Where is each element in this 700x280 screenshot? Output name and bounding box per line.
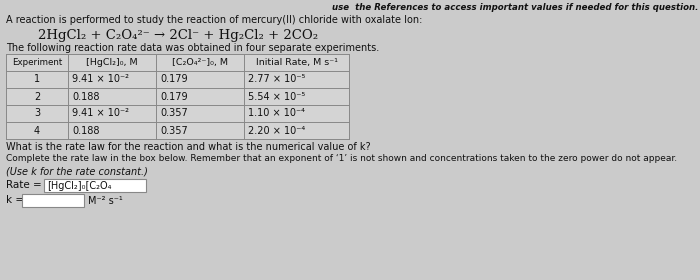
Text: 9.41 × 10⁻²: 9.41 × 10⁻² <box>72 109 129 118</box>
Text: 0.188: 0.188 <box>72 92 99 102</box>
Text: use  the References to access important values if needed for this question.: use the References to access important v… <box>332 3 698 12</box>
Text: [C₂O₄²⁻]₀, M: [C₂O₄²⁻]₀, M <box>172 58 228 67</box>
Text: 0.179: 0.179 <box>160 92 188 102</box>
Bar <box>22 194 84 207</box>
Text: (Use k for the rate constant.): (Use k for the rate constant.) <box>6 166 148 176</box>
Text: Complete the rate law in the box below. Remember that an exponent of ‘1’ is not : Complete the rate law in the box below. … <box>6 154 677 163</box>
Text: k =: k = <box>6 195 24 205</box>
Text: 0.179: 0.179 <box>160 74 188 85</box>
Text: 0.188: 0.188 <box>72 125 99 136</box>
Text: 0.357: 0.357 <box>160 109 188 118</box>
Text: 2.20 × 10⁻⁴: 2.20 × 10⁻⁴ <box>248 125 305 136</box>
Text: Experiment: Experiment <box>12 58 62 67</box>
Text: 4: 4 <box>34 125 40 136</box>
Text: Rate =: Rate = <box>6 180 42 190</box>
Bar <box>44 179 146 192</box>
Text: 9.41 × 10⁻²: 9.41 × 10⁻² <box>72 74 129 85</box>
Text: 1.10 × 10⁻⁴: 1.10 × 10⁻⁴ <box>248 109 305 118</box>
Text: M⁻² s⁻¹: M⁻² s⁻¹ <box>88 196 122 206</box>
Text: 0.357: 0.357 <box>160 125 188 136</box>
Text: 2.77 × 10⁻⁵: 2.77 × 10⁻⁵ <box>248 74 305 85</box>
Text: [HgCl₂]₀, M: [HgCl₂]₀, M <box>86 58 138 67</box>
Text: 2HgCl₂ + C₂O₄²⁻ → 2Cl⁻ + Hg₂Cl₂ + 2CO₂: 2HgCl₂ + C₂O₄²⁻ → 2Cl⁻ + Hg₂Cl₂ + 2CO₂ <box>38 29 318 42</box>
Text: 5.54 × 10⁻⁵: 5.54 × 10⁻⁵ <box>248 92 305 102</box>
Text: Initial Rate, M s⁻¹: Initial Rate, M s⁻¹ <box>256 58 337 67</box>
Text: 3: 3 <box>34 109 40 118</box>
Text: What is the rate law for the reaction and what is the numerical value of k?: What is the rate law for the reaction an… <box>6 142 370 152</box>
Bar <box>6 54 349 139</box>
Text: 1: 1 <box>34 74 40 85</box>
Text: A reaction is performed to study the reaction of mercury(II) chloride with oxala: A reaction is performed to study the rea… <box>6 15 422 25</box>
Text: 2: 2 <box>34 92 40 102</box>
Text: [HgCl₂]₀[C₂O₄: [HgCl₂]₀[C₂O₄ <box>47 181 111 191</box>
Text: The following reaction rate data was obtained in four separate experiments.: The following reaction rate data was obt… <box>6 43 379 53</box>
